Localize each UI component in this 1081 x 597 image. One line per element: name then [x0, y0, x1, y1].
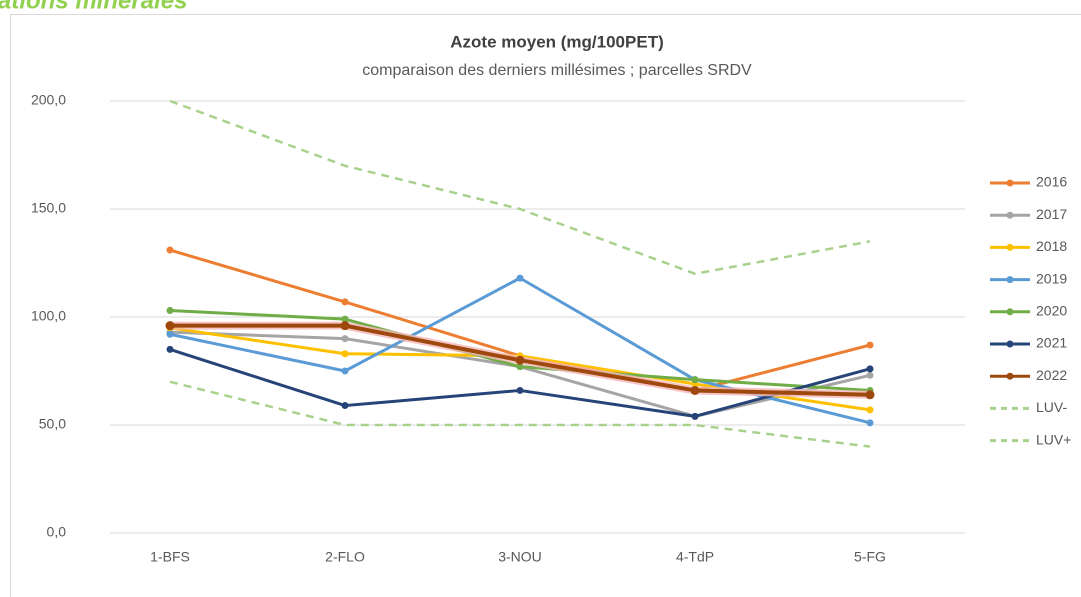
point: [866, 419, 874, 427]
y-tick-label: 150,0: [31, 200, 66, 216]
x-tick-label: 1-BFS: [150, 549, 190, 565]
chart-title: Azote moyen (mg/100PET): [450, 32, 664, 51]
point: [166, 330, 174, 338]
legend-label: 2021: [1036, 335, 1067, 351]
x-tick-label: 3-NOU: [498, 549, 542, 565]
point: [341, 335, 349, 343]
chart-subtitle: comparaison des derniers millésimes ; pa…: [362, 62, 752, 79]
point: [341, 367, 349, 375]
series-line: [169, 99, 871, 276]
legend-label: 2017: [1036, 206, 1067, 222]
series-line: [169, 380, 871, 448]
point: [866, 371, 874, 379]
legend-label: 2018: [1036, 238, 1067, 254]
legend-label: LUV-: [1036, 399, 1067, 415]
point: [340, 321, 350, 331]
point: [866, 365, 874, 373]
point: [866, 341, 874, 349]
point: [166, 246, 174, 254]
y-tick-label: 0,0: [47, 524, 67, 540]
legend-label: 2016: [1036, 174, 1067, 190]
point: [691, 412, 699, 420]
legend-marker: [1006, 243, 1014, 251]
point: [516, 386, 524, 394]
page-title: ations minérales: [0, 0, 187, 14]
point: [865, 390, 875, 400]
x-tick-label: 2-FLO: [325, 549, 365, 565]
legend-label: LUV+: [1036, 431, 1071, 447]
point: [691, 376, 699, 384]
point: [166, 345, 174, 353]
chart-frame: [10, 14, 1081, 597]
y-tick-label: 200,0: [31, 92, 66, 108]
point: [166, 307, 174, 315]
legend-marker: [1006, 340, 1014, 348]
point: [866, 406, 874, 414]
point: [341, 402, 349, 410]
point: [341, 298, 349, 306]
point: [341, 315, 349, 323]
legend-label: 2022: [1036, 367, 1067, 383]
legend-label: 2019: [1036, 270, 1067, 286]
legend-marker: [1006, 179, 1014, 187]
legend-label: 2020: [1036, 303, 1067, 319]
point: [516, 363, 524, 371]
y-tick-label: 50,0: [39, 416, 66, 432]
point: [690, 385, 700, 395]
legend-marker: [1006, 372, 1014, 380]
y-tick-label: 100,0: [31, 308, 66, 324]
point: [341, 350, 349, 358]
x-tick-label: 5-FG: [854, 549, 886, 565]
point: [165, 321, 175, 331]
legend-marker: [1006, 211, 1014, 219]
legend-marker: [1006, 308, 1014, 316]
point: [515, 355, 525, 365]
x-tick-label: 4-TdP: [676, 549, 714, 565]
legend-marker: [1006, 276, 1014, 284]
point: [516, 274, 524, 282]
